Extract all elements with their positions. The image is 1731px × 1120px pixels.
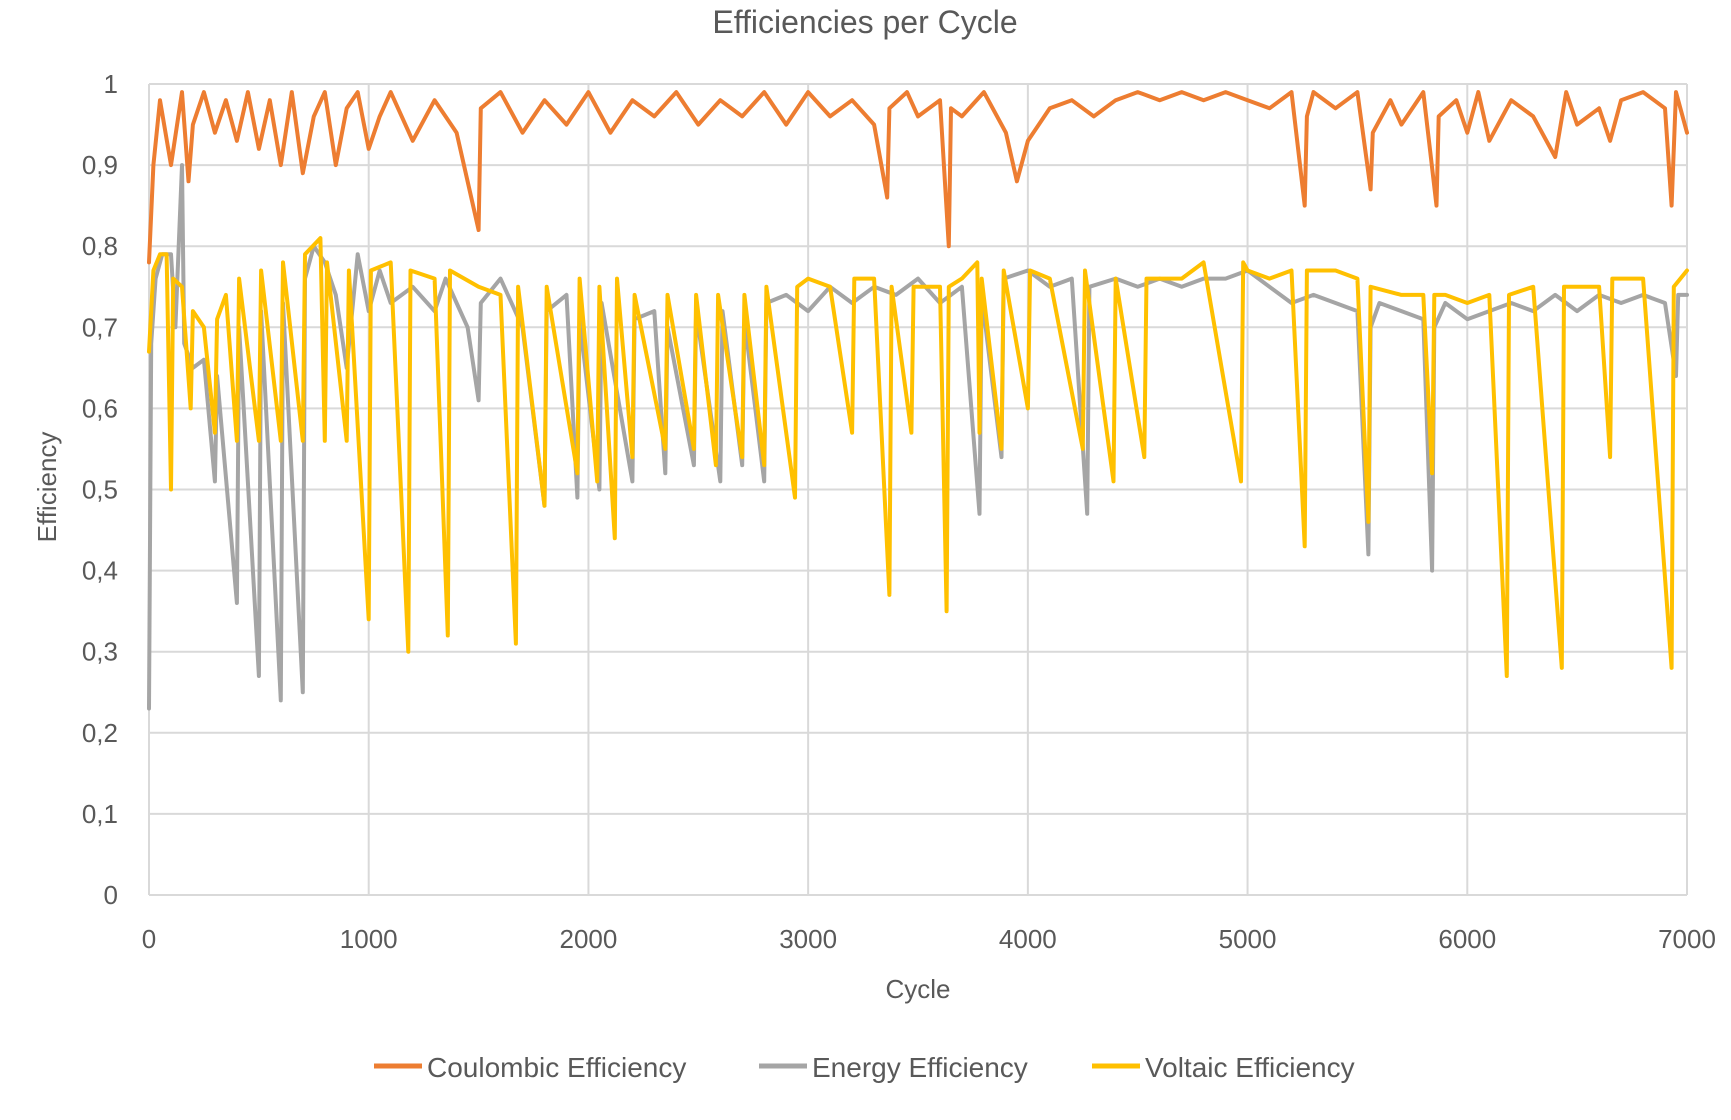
plot-area xyxy=(147,90,1689,711)
series-line-voltaic-efficiency xyxy=(147,236,1689,678)
x-axis-title: Cycle xyxy=(885,974,950,1004)
legend-label-voltaic-efficiency: Voltaic Efficiency xyxy=(1145,1052,1355,1083)
y-tick-label: 0 xyxy=(104,880,118,910)
y-tick-label: 0,8 xyxy=(82,231,118,261)
y-tick-label: 0,1 xyxy=(82,799,118,829)
x-tick-label: 4000 xyxy=(999,924,1057,954)
y-tick-label: 0,4 xyxy=(82,556,118,586)
legend-label-energy-efficiency: Energy Efficiency xyxy=(812,1052,1028,1083)
y-tick-label: 0,5 xyxy=(82,475,118,505)
series-line-coulombic-efficiency xyxy=(147,90,1689,265)
x-tick-label: 3000 xyxy=(779,924,837,954)
y-tick-label: 0,9 xyxy=(82,150,118,180)
x-tick-label: 1000 xyxy=(340,924,398,954)
x-tick-label: 2000 xyxy=(560,924,618,954)
y-axis-ticks: 0 0,1 0,2 0,3 0,4 0,5 0,6 0,7 0,8 0,9 1 xyxy=(82,69,118,910)
legend-label-coulombic-efficiency: Coulombic Efficiency xyxy=(427,1052,686,1083)
y-axis-title: Efficiency xyxy=(32,432,62,543)
x-tick-label: 6000 xyxy=(1438,924,1496,954)
y-tick-label: 0,2 xyxy=(82,718,118,748)
y-tick-label: 1 xyxy=(104,69,118,99)
chart-title: Efficiencies per Cycle xyxy=(712,4,1017,40)
legend: Coulombic Efficiency Energy Efficiency Vol… xyxy=(374,1052,1355,1083)
x-axis-ticks: 0 1000 2000 3000 4000 5000 6000 7000 xyxy=(142,924,1716,954)
y-tick-label: 0,6 xyxy=(82,393,118,423)
x-tick-label: 7000 xyxy=(1658,924,1716,954)
x-tick-label: 5000 xyxy=(1219,924,1277,954)
y-tick-label: 0,3 xyxy=(82,637,118,667)
y-tick-label: 0,7 xyxy=(82,312,118,342)
x-tick-label: 0 xyxy=(142,924,156,954)
